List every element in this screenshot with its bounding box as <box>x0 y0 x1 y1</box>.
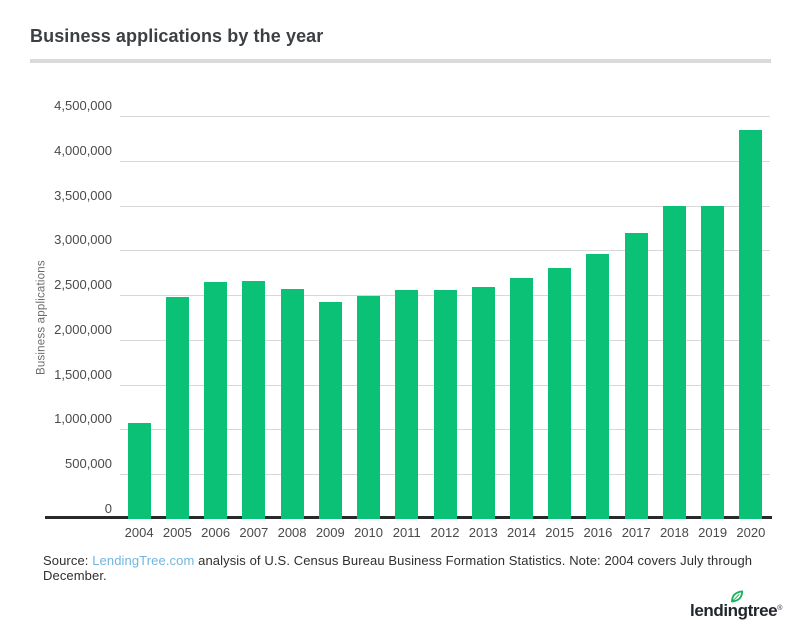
bar-2009 <box>318 302 342 519</box>
gridline-3500000 <box>120 205 770 207</box>
bar-2016 <box>586 254 610 519</box>
x-tick-label-2010: 2010 <box>354 525 383 540</box>
registered-mark: ® <box>777 605 783 612</box>
x-tick-label-2015: 2015 <box>545 525 575 540</box>
y-tick-label-1000000: 1,000,000 <box>54 411 112 427</box>
lendingtree-logo: lendingtree® <box>690 588 790 626</box>
x-tick-label-2014: 2014 <box>507 525 536 540</box>
x-axis-labels: 2004 2005 2006 2007 2008 2009 2010 2011 2012 2013… <box>120 525 770 540</box>
bar-2006 <box>204 282 228 519</box>
bar-2017 <box>624 233 648 519</box>
y-tick-label-0: 0 <box>104 501 112 516</box>
bar-2010 <box>357 296 380 519</box>
x-tick-label-2011: 2011 <box>392 525 421 540</box>
source-note: Source: LendingTree.com analysis of U.S.… <box>43 553 788 583</box>
y-tick-label-2000000: 2,000,000 <box>54 321 112 337</box>
bar-2015 <box>548 268 572 519</box>
plot-area: 0 500,000 1,000,000 1,500,000 2,000,000 2,500… <box>45 99 772 519</box>
bar-2008 <box>280 289 304 519</box>
leaf-icon <box>731 590 744 603</box>
source-suffix: analysis of U.S. Census Bureau Business … <box>43 553 753 583</box>
bar-2013 <box>471 287 495 519</box>
gridline-3000000 <box>120 250 770 252</box>
x-tick-label-2004: 2004 <box>124 525 154 540</box>
bar-2020 <box>739 130 763 519</box>
x-tick-label-2009: 2009 <box>315 525 345 540</box>
y-tick-label-3500000: 3,500,000 <box>54 187 112 203</box>
x-tick-label-2008: 2008 <box>277 525 307 540</box>
x-tick-label-2006: 2006 <box>201 525 231 540</box>
x-tick-label-2005: 2005 <box>162 525 192 540</box>
y-tick-label-4000000: 4,000,000 <box>54 142 112 158</box>
bar-2004 <box>127 423 151 519</box>
bar-2018 <box>662 206 686 519</box>
bar-2005 <box>165 297 189 519</box>
y-tick-label-3000000: 3,000,000 <box>54 232 112 248</box>
x-tick-label-2012: 2012 <box>430 525 460 540</box>
x-tick-label-2017: 2017 <box>621 525 651 540</box>
title-divider <box>30 59 771 63</box>
logo-wordmark: lendingtree® <box>690 601 783 620</box>
y-axis-title: Business applications <box>35 260 48 375</box>
x-tick-label-2007: 2007 <box>239 525 269 540</box>
source-prefix: Source: <box>43 553 93 568</box>
x-tick-label-2019: 2019 <box>698 525 728 540</box>
x-tick-label-2016: 2016 <box>583 525 613 540</box>
gridline-4000000 <box>120 160 770 162</box>
y-tick-label-500000: 500,000 <box>65 456 112 472</box>
chart-title: Business applications by the year <box>30 26 324 46</box>
bar-2007 <box>242 281 266 519</box>
gridline-4500000 <box>120 116 770 117</box>
bar-2019 <box>701 206 725 519</box>
bar-2011 <box>395 290 419 519</box>
x-tick-label-2020: 2020 <box>736 525 766 540</box>
x-tick-label-2013: 2013 <box>468 525 498 540</box>
lendingtree-link[interactable]: LendingTree.com <box>92 553 195 568</box>
y-tick-label-2500000: 2,500,000 <box>54 277 112 293</box>
y-tick-label-4500000: 4,500,000 <box>54 98 112 113</box>
y-tick-label-1500000: 1,500,000 <box>54 366 112 382</box>
bar-2012 <box>433 290 457 519</box>
x-tick-label-2018: 2018 <box>659 525 689 540</box>
bar-2014 <box>510 278 533 519</box>
